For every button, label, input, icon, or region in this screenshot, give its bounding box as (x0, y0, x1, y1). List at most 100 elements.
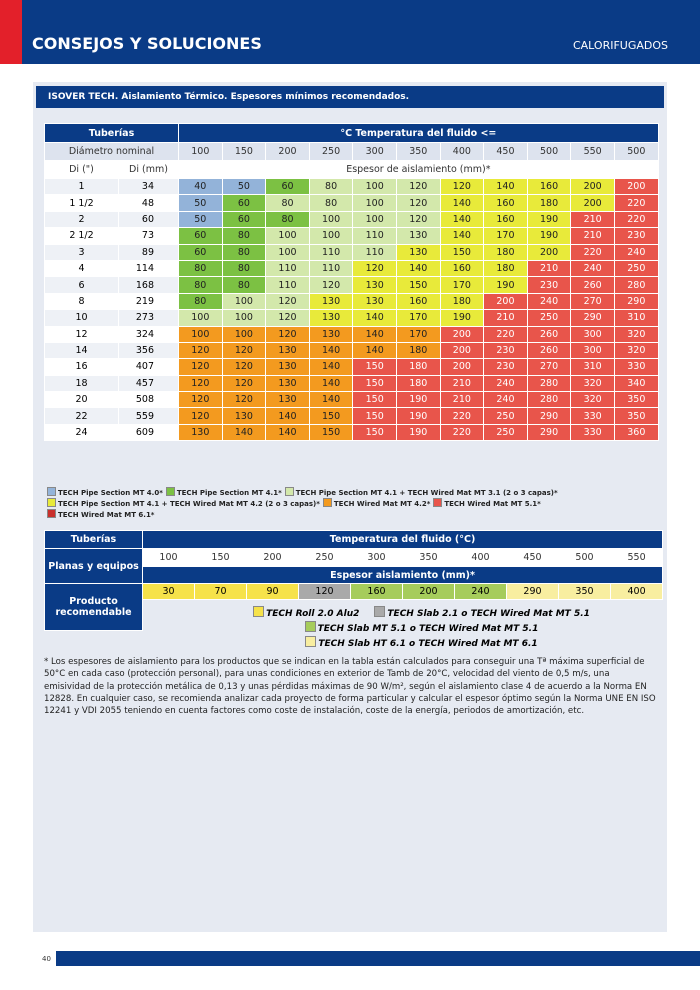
value-cell: 290 (506, 583, 559, 600)
value-cell: 190 (483, 276, 528, 294)
value-cell: 210 (439, 374, 485, 393)
header-cell: Tuberías (43, 123, 180, 143)
value-cell: 40 (178, 177, 223, 196)
value-cell: 110 (352, 227, 397, 245)
data-row: 20 508 120 120 130 140 150 190 210 240 280 320 350 (44, 391, 659, 409)
value-cell: 80 (308, 194, 354, 212)
value-cell: 120 (298, 583, 351, 600)
legend-swatch (284, 487, 294, 496)
value-cell: 160 (483, 210, 528, 229)
value-cell: 120 (395, 177, 441, 196)
value-cell: 270 (526, 358, 572, 376)
value-cell: 130 (308, 309, 354, 327)
value-cell: 150 (352, 358, 397, 376)
legend-swatch (305, 636, 317, 647)
value-cell: 100 (352, 177, 397, 196)
value-cell: 120 (221, 374, 267, 393)
value-cell: 140 (221, 423, 267, 442)
value-cell: 140 (265, 423, 310, 442)
value-cell: 260 (526, 325, 572, 343)
value-cell: 130 (395, 227, 441, 245)
value-cell: 240 (613, 243, 659, 261)
legend-label: TECH Wired Mat MT 5.1* (444, 500, 541, 508)
value-cell: 220 (439, 407, 485, 425)
value-cell: 60 (178, 243, 223, 261)
value-cell: 210 (570, 227, 615, 245)
di-in: 1 (44, 177, 119, 196)
value-cell: 100 (265, 227, 310, 245)
legend-swatch (165, 487, 175, 496)
value-cell: 230 (613, 227, 659, 245)
legend-item: TECH Roll 2.0 Alu2 (250, 606, 359, 619)
value-cell: 190 (395, 407, 441, 425)
data-row: 1 1/2 48 50 60 80 80 100 120 140 160 180 200 220 (44, 194, 659, 212)
value-cell: 290 (526, 423, 572, 442)
legend-swatch (374, 606, 386, 617)
legend-label: TECH Slab MT 5.1 o TECH Wired Mat MT 5.1 (317, 624, 539, 634)
value-cell: 200 (570, 194, 615, 212)
value-cell: 60 (221, 194, 267, 212)
value-cell: 120 (265, 325, 310, 343)
page-number: 40 (42, 955, 51, 963)
value-cell: 50 (221, 177, 267, 196)
temp-cell: 500 (613, 142, 659, 161)
legend-swatch (304, 621, 316, 632)
di-mm: 34 (117, 177, 180, 196)
label-cell: Di (mm) (117, 160, 180, 179)
footer: 40 (0, 951, 700, 966)
value-cell: 150 (395, 276, 441, 294)
value-cell: 80 (221, 227, 267, 245)
value-cell: 170 (483, 227, 528, 245)
header-title: CONSEJOS Y SOLUCIONES (32, 34, 262, 53)
value-cell: 160 (395, 292, 441, 311)
value-cell: 150 (308, 407, 354, 425)
value-cell: 60 (178, 227, 223, 245)
value-cell: 200 (439, 341, 485, 360)
value-cell: 320 (613, 325, 659, 343)
value-cell: 80 (308, 177, 354, 196)
box-title: ISOVER TECH. Aislamiento Térmico. Espeso… (36, 86, 664, 108)
legend2: TECH Roll 2.0 Alu2 TECH Slab 2.1 o TECH W… (180, 606, 660, 651)
temp-row: Diámetro nominal 100 150 200 250 300 350 400 450… (43, 142, 659, 161)
value-cell: 350 (558, 583, 611, 600)
temp-row: Planas y equipos 100 150 200 250 300 350 400 450… (44, 548, 664, 584)
value-cell: 120 (221, 341, 267, 360)
legend-label: TECH Pipe Section MT 4.1* (176, 489, 282, 497)
value-cell: 50 (178, 210, 223, 229)
value-cell: 230 (526, 276, 572, 294)
legend-item: TECH Wired Mat MT 4.2* (320, 498, 430, 508)
di-mm: 457 (117, 374, 180, 393)
di-mm: 356 (117, 341, 180, 360)
value-cell: 120 (178, 407, 223, 425)
label-cell: Planas y equipos (44, 548, 143, 584)
label-cell: Espesor de aislamiento (mm)* (178, 160, 659, 179)
temp-cell: 550 (570, 142, 615, 161)
di-mm: 114 (117, 259, 180, 278)
value-cell: 220 (613, 210, 659, 229)
value-cell: 260 (526, 341, 572, 360)
value-cell: 100 (221, 325, 267, 343)
value-cell: 140 (265, 407, 310, 425)
value-cell: 50 (178, 194, 223, 212)
value-cell: 140 (483, 177, 528, 196)
legend-item: TECH Wired Mat MT 5.1* (430, 498, 541, 508)
label-cell: Diámetro nominal (43, 142, 180, 161)
value-cell: 230 (483, 358, 528, 376)
value-cell: 230 (483, 341, 528, 360)
legend-item: TECH Pipe Section MT 4.0* (44, 487, 163, 497)
subheader-row: Di (") Di (mm) Espesor de aislamiento (mm)… (44, 160, 659, 179)
value-cell: 130 (308, 292, 354, 311)
legend-label: TECH Wired Mat MT 6.1* (58, 511, 155, 519)
value-cell: 200 (439, 325, 485, 343)
value-cell: 80 (221, 259, 267, 278)
value-cell: 200 (402, 583, 455, 600)
value-cell: 340 (613, 374, 659, 393)
value-cell: 70 (194, 583, 247, 600)
value-cell: 190 (526, 210, 572, 229)
table1-wrap: Tuberías °C Temperatura del fluido <= Diám… (43, 123, 659, 442)
value-cell: 150 (439, 243, 485, 261)
value-row: Producto recomendable 30 70 90 120 160 200 240 2… (44, 583, 664, 631)
value-cell: 310 (613, 309, 659, 327)
value-cell: 130 (352, 276, 397, 294)
temp-cell: 450 (483, 142, 528, 161)
